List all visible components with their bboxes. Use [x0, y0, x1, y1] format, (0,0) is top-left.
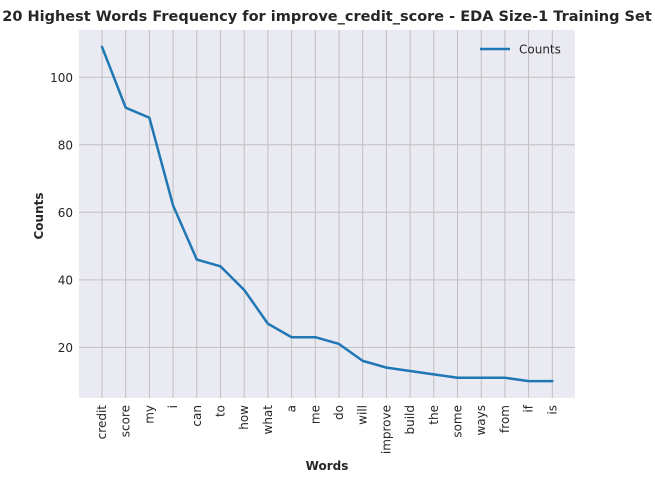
x-tick-label: to [214, 405, 228, 417]
y-tick-label: 60 [58, 206, 73, 220]
x-tick-label: will [356, 405, 370, 425]
y-tick-label: 80 [58, 138, 73, 152]
x-tick-label: the [427, 405, 441, 425]
x-tick-label: if [522, 404, 536, 412]
x-tick-label: build [403, 405, 417, 435]
x-tick-label: what [261, 405, 275, 435]
x-tick-label: can [190, 405, 204, 427]
x-tick-label: i [166, 405, 180, 408]
y-tick-label: 20 [58, 341, 73, 355]
x-axis-label: Words [306, 459, 349, 473]
x-tick-label: a [285, 405, 299, 412]
legend-label: Counts [519, 43, 561, 57]
x-tick-label: my [142, 405, 156, 424]
series-line-counts [100, 45, 554, 383]
x-tick-label: improve [379, 405, 393, 454]
x-tick-label: do [332, 405, 346, 420]
x-tick-label: score [119, 405, 133, 437]
x-tick-label: ways [474, 405, 488, 436]
x-tick-label: some [451, 405, 465, 438]
plot-area [79, 30, 575, 398]
x-tick-label: is [545, 405, 559, 415]
y-axis: 20 40 60 80 100 [50, 71, 73, 355]
chart-title: 20 Highest Words Frequency for improve_c… [2, 9, 652, 25]
x-tick-label: me [308, 405, 322, 424]
series-layer [100, 45, 554, 383]
grid-lines [79, 30, 575, 398]
x-tick-label: how [237, 405, 251, 430]
y-tick-label: 100 [50, 71, 73, 85]
x-tick-label: from [498, 405, 512, 433]
y-axis-label: Counts [32, 192, 46, 239]
legend: Counts [480, 43, 561, 57]
y-tick-label: 40 [58, 273, 73, 287]
x-tick-label: credit [95, 405, 109, 440]
x-axis: credit score my i can to how what a me do will impro… [95, 404, 559, 454]
